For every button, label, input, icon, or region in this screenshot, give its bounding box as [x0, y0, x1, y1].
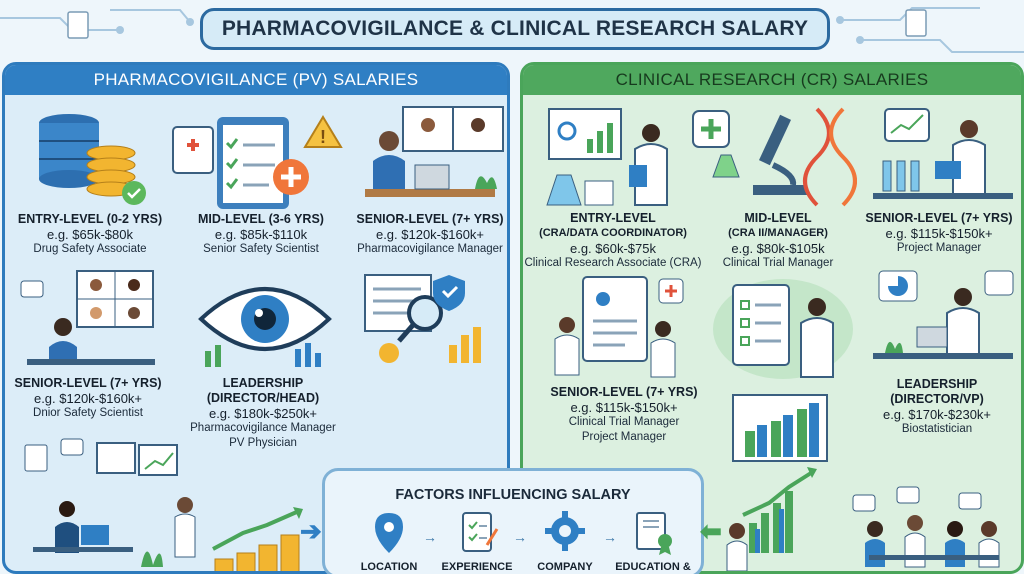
tier-level: SENIOR-LEVEL (7+ YRS) — [550, 385, 698, 399]
tier-role: Pharmacovigilance Manager — [190, 422, 336, 434]
tier-level-detail: (CRA/DATA COORDINATOR) — [539, 227, 687, 239]
tier-salary: e.g. $180k-$250k+ — [208, 406, 318, 421]
tier-role: Senior Safety Scientist — [203, 243, 319, 255]
factors-box: FACTORS INFLUENCING SALARY LOCATION → EX… — [322, 468, 704, 574]
tier-role: Clinical Research Associate (CRA) — [524, 257, 702, 269]
tier-role: Pharmacovigilance Manager — [357, 243, 503, 255]
tier-role: Dnior Safety Scientist — [33, 407, 143, 419]
tier-level: ENTRY-LEVEL — [570, 211, 656, 225]
tier-level: SENIOR-LEVEL (7+ YRS) — [14, 376, 162, 390]
factor-label: EDUCATION & — [615, 561, 691, 573]
tier-level: MID-LEVEL (3-6 YRS) — [198, 212, 324, 226]
magnifier-chart-icon — [364, 274, 481, 363]
svg-text:!: ! — [320, 127, 326, 147]
cr-tier-senior: SENIOR-LEVEL (7+ YRS) e.g. $115k-$150k+ … — [859, 211, 1019, 256]
pie-chart-worker-icon — [873, 270, 1014, 359]
team-meeting-icon — [726, 467, 1000, 571]
pv-panel-heading: PHARMACOVIGILANCE (PV) SALARIES — [5, 65, 507, 95]
tier-salary: e.g. $120k-$160k+ — [375, 227, 485, 242]
arrow-right-icon: ➔ — [300, 516, 322, 546]
tier-salary: e.g. $65k-$80k — [46, 227, 133, 242]
tier-salary: e.g. $85k-$110k — [214, 227, 308, 242]
tier-level: MID-LEVEL — [744, 211, 812, 225]
analyst-icon — [873, 108, 1013, 199]
tier-role: Clinical Trial Manager — [568, 416, 680, 428]
pv-panel: PHARMACOVIGILANCE (PV) SALARIES ENTRY-LE… — [2, 62, 510, 574]
tier-salary: e.g. $115k-$150k+ — [570, 400, 678, 415]
checklist-icon — [713, 279, 853, 379]
tier-level-detail: (CRA II/MANAGER) — [728, 227, 828, 239]
tier-role: Drug Safety Associate — [33, 243, 147, 255]
database-coins-icon — [39, 114, 146, 205]
tier-salary: e.g. $120k-$160k+ — [33, 391, 143, 406]
pv-tier-leadership: LEADERSHIP (DIRECTOR/HEAD) e.g. $180k-$2… — [173, 376, 353, 451]
tier-level: SENIOR-LEVEL (7+ YRS) — [356, 212, 504, 226]
tier-role-2: PV Physician — [229, 437, 297, 449]
gear-icon — [545, 511, 585, 551]
tier-role: Clinical Trial Manager — [722, 257, 834, 269]
arrow-icon: → — [513, 529, 527, 545]
microscope-dna-icon — [692, 107, 857, 207]
arrow-icon: → — [423, 529, 437, 545]
factor-label: EXPERIENCE — [441, 561, 513, 573]
clipboard-icon: ! — [172, 115, 343, 209]
remote-team-icon — [20, 270, 155, 365]
pv-tier-senior: SENIOR-LEVEL (7+ YRS) e.g. $120k-$160k+ … — [350, 212, 507, 257]
cr-tier-senior-2: SENIOR-LEVEL (7+ YRS) e.g. $115k-$150k+ … — [539, 385, 709, 445]
tier-role: Biostatistician — [901, 423, 973, 435]
cr-tier-mid: MID-LEVEL (CRA II/MANAGER) e.g. $80k-$10… — [703, 211, 853, 271]
tier-salary: e.g. $60k-$75k — [569, 241, 656, 256]
pv-tier-mid: MID-LEVEL (3-6 YRS) e.g. $85k-$110k Seni… — [181, 212, 341, 257]
growth-arrow-icon — [212, 507, 303, 571]
location-pin-icon — [375, 513, 403, 553]
arrow-left-icon: ⬅ — [700, 516, 722, 546]
arrow-icon: → — [603, 529, 617, 545]
page-title: PHARMACOVIGILANCE & CLINICAL RESEARCH SA… — [200, 8, 830, 50]
office-workers-icon — [24, 438, 196, 567]
cr-tier-leadership: LEADERSHIP (DIRECTOR/VP) e.g. $170k-$230… — [849, 377, 1021, 437]
tier-level: SENIOR-LEVEL (7+ YRS) — [865, 211, 1013, 225]
bar-chart-icon — [732, 394, 828, 462]
tier-level: ENTRY-LEVEL (0-2 YRS) — [17, 212, 163, 226]
factor-location: LOCATION — [349, 509, 429, 573]
cr-panel: CLINICAL RESEARCH (CR) SALARIES ENTRY-LE… — [520, 62, 1024, 574]
factor-company-type: COMPANY TYPE — [525, 509, 605, 574]
tier-level: LEADERSHIP (DIRECTOR/VP) — [890, 377, 984, 406]
tier-role-2: Project Manager — [581, 431, 667, 443]
tier-salary: e.g. $80k-$105k — [731, 241, 825, 256]
cr-tier-entry: ENTRY-LEVEL (CRA/DATA COORDINATOR) e.g. … — [523, 211, 703, 271]
cr-panel-heading: CLINICAL RESEARCH (CR) SALARIES — [523, 65, 1021, 95]
factor-label: LOCATION — [360, 561, 418, 573]
certificate-icon — [636, 512, 672, 555]
tier-level: LEADERSHIP (DIRECTOR/HEAD) — [206, 376, 320, 405]
lab-researcher-icon — [546, 108, 668, 206]
factors-title: FACTORS INFLUENCING SALARY — [395, 487, 631, 503]
tier-role: Project Manager — [896, 242, 982, 254]
clipboard-check-icon — [462, 512, 499, 552]
tier-salary: e.g. $115k-$150k+ — [885, 226, 993, 241]
video-call-worker-icon — [365, 106, 504, 197]
eye-icon — [198, 287, 332, 367]
tier-salary: e.g. $170k-$230k+ — [882, 407, 992, 422]
pv-tier-senior-2: SENIOR-LEVEL (7+ YRS) e.g. $120k-$160k+ … — [13, 376, 163, 421]
clipboard-review-icon — [554, 276, 684, 378]
factor-experience: EXPERIENCE — [437, 509, 517, 573]
factor-education: EDUCATION & — [613, 509, 693, 573]
factor-label: COMPANY TYPE — [537, 561, 593, 574]
pv-tier-entry: ENTRY-LEVEL (0-2 YRS) e.g. $65k-$80k Dru… — [15, 212, 165, 257]
